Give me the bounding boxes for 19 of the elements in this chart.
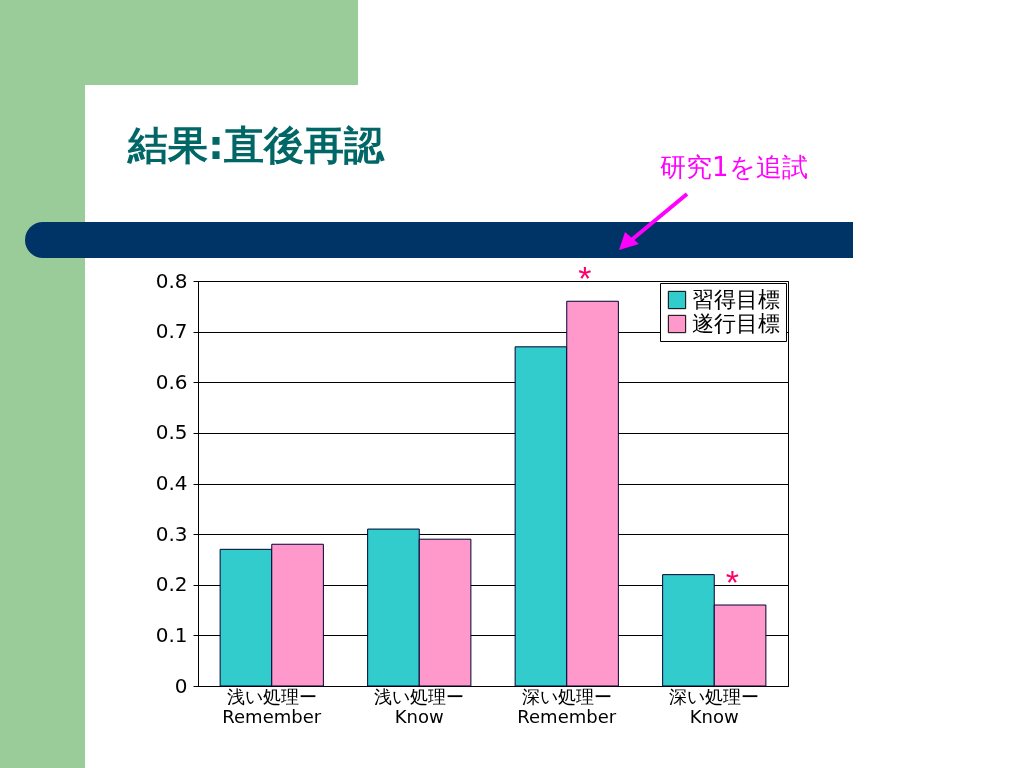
x-tick-label: 浅い処理ー Remember — [222, 685, 322, 727]
x-tick-label: 深い処理ー Remember — [517, 685, 617, 727]
y-tick-label: 0.8 — [155, 268, 188, 293]
y-tick-label: 0.4 — [155, 471, 188, 495]
text: 研究1を追試 — [660, 151, 808, 184]
legend-label: 習得目標 — [692, 287, 780, 312]
y-tick-label: 0.5 — [155, 420, 188, 445]
legend-label: 遂行目標 — [692, 311, 780, 336]
x-tick-label: 深い処理ー Know — [669, 685, 760, 727]
x-tick-label: 浅い処理ー Know — [374, 685, 465, 727]
y-tick-label: 0 — [174, 673, 188, 698]
y-tick-label: 0.3 — [155, 521, 188, 546]
annotation: * — [725, 563, 739, 601]
y-tick-label: 0.6 — [155, 369, 188, 394]
chart-title: 結果:直後再認 — [128, 121, 384, 170]
y-tick-label: 0.7 — [155, 319, 188, 344]
annotation: * — [578, 259, 592, 298]
y-tick-label: 0.1 — [155, 622, 188, 647]
y-tick-label: 0.2 — [155, 572, 188, 597]
